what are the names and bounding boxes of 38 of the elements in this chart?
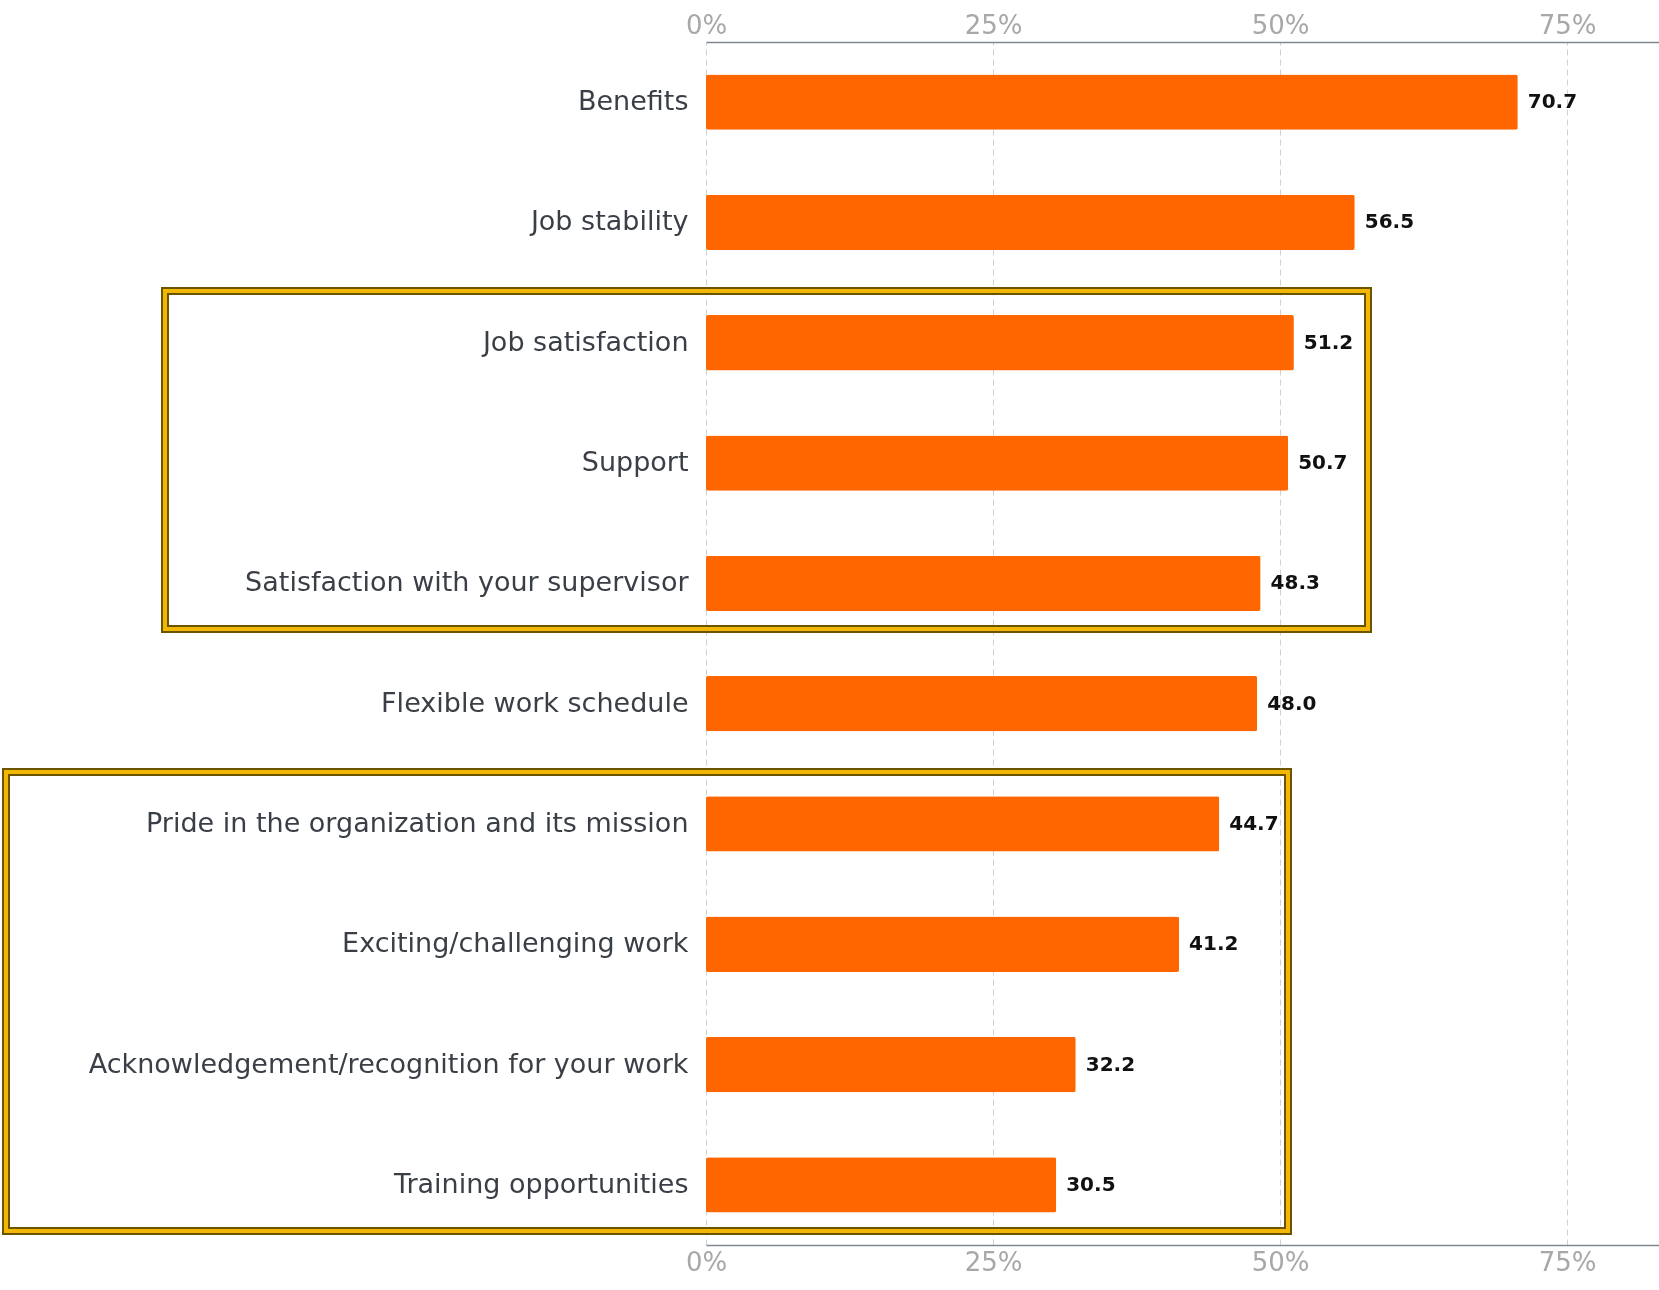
x-tick-label: 25% [964,9,1023,40]
y-tick-label: Exciting/challenging work [342,927,689,959]
x2-tick-label: 0% [685,1246,728,1277]
data-label: 44.7 [1229,810,1279,835]
bar [706,1157,1057,1213]
y-tick-label: Support [581,446,689,478]
bar [706,194,1355,251]
data-label: 48.0 [1267,690,1317,715]
y-tick-label: Flexible work schedule [381,686,689,718]
data-label: 48.3 [1270,570,1320,595]
data-label: 32.2 [1085,1051,1136,1076]
x2-tick-label: 25% [964,1246,1023,1277]
data-label: 70.7 [1527,89,1578,114]
y-tick-label: Pride in the organization and its mission [146,806,689,838]
bar [706,74,1518,130]
y-tick-label: Training opportunities [392,1167,689,1199]
bar [706,796,1220,852]
data-label: 30.5 [1066,1171,1116,1196]
bar [706,1036,1076,1093]
y-tick-label: Job stability [528,205,689,237]
data-label: 50.7 [1298,450,1348,475]
bar [706,315,1294,371]
y-tick-label: Acknowledgement/recognition for your work [88,1047,689,1079]
x2-tick-label: 75% [1538,1246,1597,1277]
bar [706,555,1261,612]
x-tick-label: 50% [1251,9,1310,40]
x-tick-label: 0% [685,9,728,40]
y-tick-label: Satisfaction with your supervisor [245,566,690,598]
data-label: 56.5 [1364,209,1415,234]
y-tick-label: Benefits [577,85,689,117]
bar [706,916,1180,972]
bar [706,675,1258,732]
bar [706,435,1289,491]
data-label: 51.2 [1303,329,1354,354]
x2-tick-label: 50% [1251,1246,1310,1277]
data-label: 41.2 [1189,931,1239,956]
x-tick-label: 75% [1538,9,1597,40]
y-tick-label: Job satisfaction [480,325,689,357]
